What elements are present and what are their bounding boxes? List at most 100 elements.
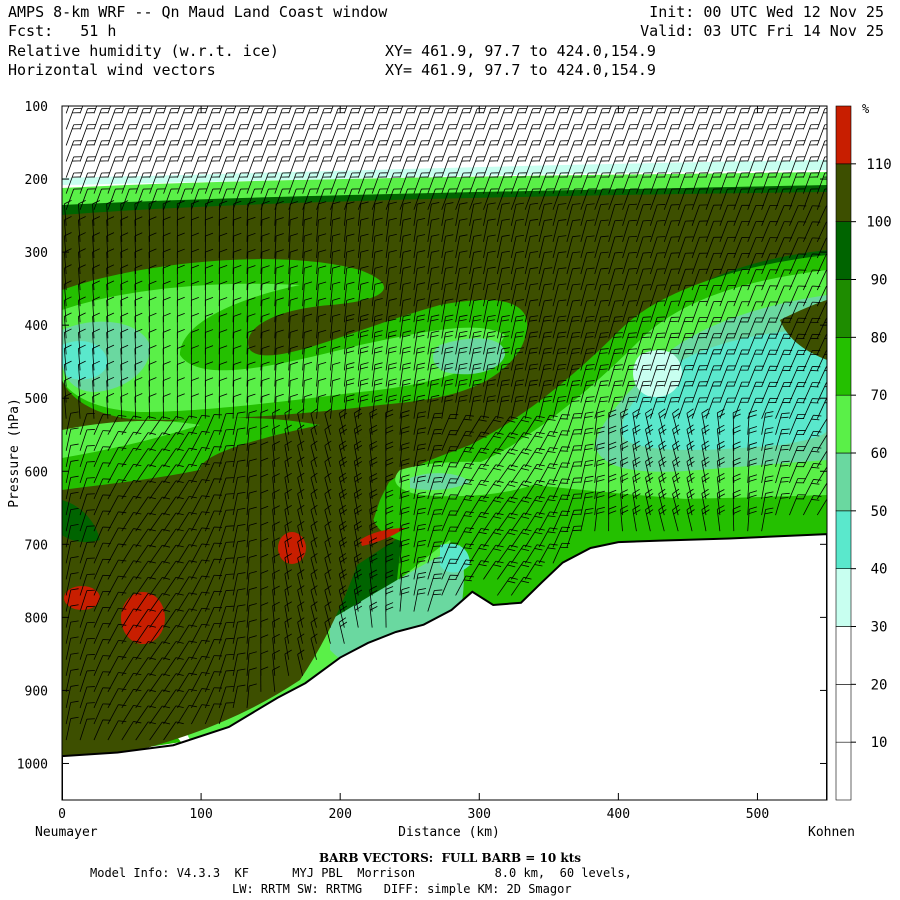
wind-barb <box>310 585 318 612</box>
wind-barb <box>538 511 558 532</box>
wind-barb <box>218 557 234 580</box>
wind-barb <box>246 570 257 596</box>
wind-barb <box>524 283 539 307</box>
wind-barb <box>510 140 527 162</box>
wind-barb <box>246 410 257 435</box>
wind-barb <box>343 124 360 146</box>
wind-barb <box>496 156 513 178</box>
wind-barb <box>260 172 277 194</box>
wind-barb <box>63 248 72 275</box>
wind-barb <box>246 619 257 644</box>
wind-barb <box>316 140 333 162</box>
wind-barb <box>427 378 440 403</box>
wind-barb <box>705 365 722 387</box>
wind-barb <box>149 657 171 677</box>
wind-barb <box>357 172 374 194</box>
wind-barb <box>246 106 251 114</box>
wind-barb <box>232 668 246 692</box>
wind-barb <box>288 124 305 146</box>
wind-barb <box>622 348 637 371</box>
wind-barb <box>302 377 313 403</box>
wind-barb <box>733 204 750 226</box>
wind-barb <box>483 395 496 419</box>
wind-barb <box>427 460 443 484</box>
wind-barb <box>385 378 397 403</box>
wind-barb <box>65 443 79 467</box>
wind-barb <box>455 479 474 500</box>
wind-barb <box>274 329 284 355</box>
wind-barb <box>677 381 694 403</box>
wind-barb <box>93 414 111 435</box>
wind-barb <box>594 410 605 435</box>
wind-barb <box>260 216 270 242</box>
wind-barb <box>816 317 827 339</box>
wind-barb <box>232 313 242 339</box>
wind-barb <box>399 217 412 242</box>
wind-barb <box>566 363 581 387</box>
wind-barb <box>297 553 305 580</box>
wind-barb <box>732 505 741 532</box>
field-label-rh: Relative humidity (w.r.t. ice) <box>8 42 279 60</box>
wind-barb <box>260 265 270 291</box>
wind-barb <box>483 108 499 130</box>
wind-barb <box>761 124 778 146</box>
wind-barb <box>297 472 305 500</box>
wind-barb <box>232 443 246 467</box>
wind-barb <box>622 106 626 114</box>
wind-barb <box>761 106 765 114</box>
wind-barb <box>79 637 95 660</box>
wind-barb <box>580 348 595 371</box>
wind-barb <box>705 156 722 178</box>
wind-barb <box>385 217 397 242</box>
wind-barb <box>232 588 246 612</box>
wind-barb <box>274 108 291 130</box>
wind-barb <box>747 458 758 483</box>
wind-barb <box>747 156 764 178</box>
wind-barb <box>232 491 246 516</box>
wind-barb <box>455 314 468 339</box>
wind-barb <box>580 106 584 114</box>
wind-barb <box>496 250 510 275</box>
wind-barb <box>441 395 454 419</box>
wind-barb <box>538 156 555 178</box>
wind-barb <box>79 686 95 709</box>
wind-barb <box>566 106 570 114</box>
wind-barb <box>636 172 652 194</box>
wind-barb <box>775 492 790 516</box>
wind-barb <box>149 480 171 500</box>
wind-barb <box>260 377 270 403</box>
wind-barb <box>79 654 95 676</box>
wind-barb <box>204 124 221 146</box>
wind-barb <box>191 639 210 660</box>
wind-barb <box>274 124 291 146</box>
wind-barb <box>79 108 96 130</box>
wind-barb <box>677 252 694 275</box>
wind-barb <box>357 156 374 178</box>
wind-barb <box>413 188 430 210</box>
y-tick-label: 600 <box>25 465 48 480</box>
wind-barb <box>761 459 774 484</box>
wind-barb <box>816 285 827 307</box>
wind-barb <box>816 398 827 419</box>
wind-barb <box>538 431 558 452</box>
wind-barb <box>594 332 609 355</box>
wind-barb <box>413 459 427 484</box>
wind-barb <box>369 569 378 596</box>
wind-barb <box>284 440 292 467</box>
wind-barb <box>272 617 280 644</box>
wind-barb <box>524 512 545 532</box>
wind-barb <box>580 331 595 355</box>
colorbar-segment <box>835 394 852 454</box>
wind-barb <box>79 188 96 210</box>
wind-barb <box>163 464 184 484</box>
wind-barb <box>552 140 569 162</box>
wind-barb <box>163 689 184 709</box>
wind-barb <box>357 188 374 210</box>
wind-barb <box>594 106 598 114</box>
wind-barb <box>93 590 111 612</box>
wind-barb <box>620 505 629 532</box>
wind-barb <box>302 361 313 387</box>
wind-barb <box>78 328 86 355</box>
wind-barb <box>427 108 444 130</box>
wind-barb <box>63 200 72 226</box>
